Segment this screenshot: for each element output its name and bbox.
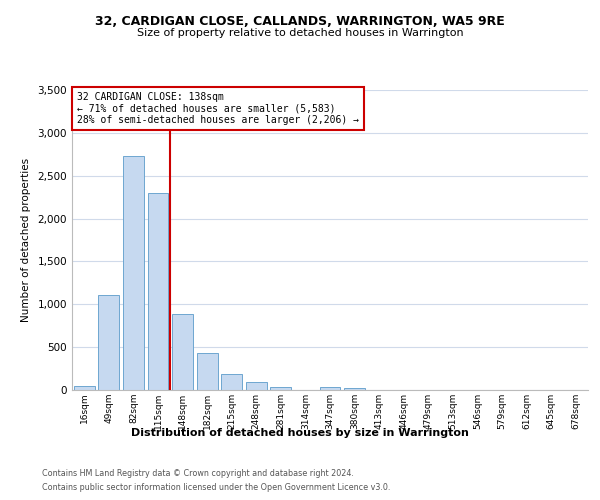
Bar [344, 388, 365, 390]
Text: Contains HM Land Registry data © Crown copyright and database right 2024.: Contains HM Land Registry data © Crown c… [42, 468, 354, 477]
Bar [197, 353, 218, 390]
Bar [123, 156, 144, 390]
Bar [98, 295, 119, 390]
Y-axis label: Number of detached properties: Number of detached properties [20, 158, 31, 322]
Text: Distribution of detached houses by size in Warrington: Distribution of detached houses by size … [131, 428, 469, 438]
Text: Size of property relative to detached houses in Warrington: Size of property relative to detached ho… [137, 28, 463, 38]
Text: 32 CARDIGAN CLOSE: 138sqm
← 71% of detached houses are smaller (5,583)
28% of se: 32 CARDIGAN CLOSE: 138sqm ← 71% of detac… [77, 92, 359, 124]
Bar [221, 374, 242, 390]
Text: Contains public sector information licensed under the Open Government Licence v3: Contains public sector information licen… [42, 484, 391, 492]
Bar [271, 388, 292, 390]
Text: 32, CARDIGAN CLOSE, CALLANDS, WARRINGTON, WA5 9RE: 32, CARDIGAN CLOSE, CALLANDS, WARRINGTON… [95, 15, 505, 28]
Bar [320, 387, 340, 390]
Bar [246, 382, 267, 390]
Bar [172, 314, 193, 390]
Bar [74, 386, 95, 390]
Bar [148, 193, 169, 390]
